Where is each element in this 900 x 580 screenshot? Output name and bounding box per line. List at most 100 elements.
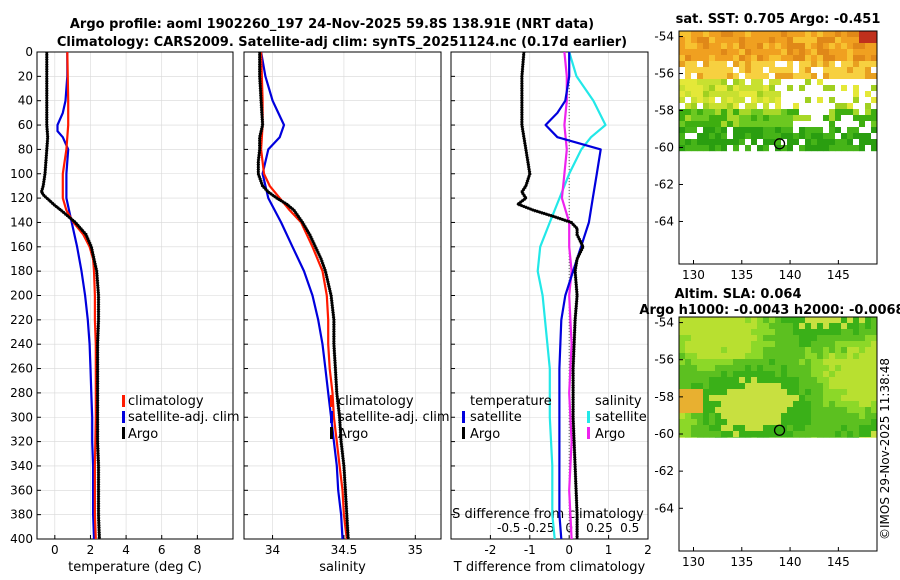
- heatmap-cell: [781, 55, 788, 62]
- heatmap-cell: [871, 67, 878, 74]
- heatmap-cell: [703, 139, 710, 146]
- heatmap-cell: [853, 407, 860, 414]
- heatmap-cell: [793, 395, 800, 402]
- difference-xlabel: T difference from climatology: [453, 560, 646, 575]
- heatmap-cell: [733, 395, 740, 402]
- heatmap-cell: [679, 103, 686, 110]
- heatmap-cell: [811, 31, 818, 38]
- heatmap-cell: [841, 121, 848, 128]
- heatmap-cell: [721, 121, 728, 128]
- heatmap-cell: [691, 413, 698, 420]
- heatmap-cell: [775, 103, 782, 110]
- heatmap-cell: [703, 431, 710, 438]
- heatmap-cell: [799, 61, 806, 68]
- heatmap-cell: [739, 395, 746, 402]
- heatmap-cell: [817, 55, 824, 62]
- heatmap-cell: [703, 43, 710, 50]
- heatmap-cell: [805, 109, 812, 116]
- heatmap-cell: [775, 67, 782, 74]
- heatmap-cell: [697, 79, 704, 86]
- heatmap-cell: [739, 115, 746, 122]
- heatmap-cell: [781, 109, 788, 116]
- heatmap-cell: [859, 335, 866, 342]
- heatmap-cell: [781, 419, 788, 426]
- heatmap-cell: [847, 37, 854, 44]
- heatmap-cell: [865, 419, 872, 426]
- heatmap-cell: [721, 413, 728, 420]
- heatmap-cell: [745, 359, 752, 366]
- heatmap-cell: [685, 371, 692, 378]
- heatmap-cell: [859, 79, 866, 86]
- heatmap-cell: [787, 377, 794, 384]
- heatmap-cell: [799, 37, 806, 44]
- heatmap-cell: [829, 73, 836, 80]
- heatmap-cell: [799, 395, 806, 402]
- heatmap-cell: [847, 377, 854, 384]
- heatmap-cell: [751, 139, 758, 146]
- heatmap-cell: [865, 323, 872, 330]
- heatmap-cell: [745, 109, 752, 116]
- heatmap-cell: [871, 85, 878, 92]
- heatmap-cell: [715, 395, 722, 402]
- heatmap-cell: [727, 109, 734, 116]
- heatmap-cell: [715, 353, 722, 360]
- legend-swatch-sal-satellite: [587, 411, 590, 423]
- heatmap-cell: [811, 371, 818, 378]
- heatmap-cell: [859, 341, 866, 348]
- heatmap-cell: [745, 43, 752, 50]
- heatmap-cell: [787, 61, 794, 68]
- heatmap-cell: [697, 61, 704, 68]
- heatmap-cell: [823, 139, 830, 146]
- heatmap-cell: [799, 359, 806, 366]
- heatmap-cell: [859, 383, 866, 390]
- heatmap-cell: [841, 323, 848, 330]
- heatmap-cell: [721, 49, 728, 56]
- heatmap-cell: [763, 353, 770, 360]
- legend-label-argo: Argo: [128, 427, 158, 442]
- heatmap-cell: [757, 431, 764, 438]
- heatmap-cell: [727, 359, 734, 366]
- heatmap-cell: [709, 61, 716, 68]
- heatmap-cell: [835, 55, 842, 62]
- heatmap-cell: [757, 341, 764, 348]
- heatmap-cell: [829, 43, 836, 50]
- heatmap-cell: [781, 37, 788, 44]
- heatmap-cell: [781, 115, 788, 122]
- heatmap-cell: [715, 377, 722, 384]
- heatmap-cell: [871, 109, 878, 116]
- heatmap-cell: [865, 133, 872, 140]
- heatmap-cell: [811, 139, 818, 146]
- heatmap-cell: [823, 73, 830, 80]
- heatmap-cell: [805, 389, 812, 396]
- heatmap-cell: [859, 61, 866, 68]
- heatmap-cell: [817, 341, 824, 348]
- heatmap-cell: [763, 329, 770, 336]
- heatmap-cell: [871, 31, 878, 38]
- heatmap-cell: [757, 335, 764, 342]
- heatmap-cell: [781, 127, 788, 134]
- heatmap-cell: [739, 103, 746, 110]
- heatmap-cell: [685, 127, 692, 134]
- heatmap-cell: [871, 97, 878, 104]
- heatmap-cell: [775, 317, 782, 324]
- heatmap-cell: [721, 329, 728, 336]
- heatmap-cell: [811, 55, 818, 62]
- heatmap-cell: [865, 353, 872, 360]
- heatmap-cell: [781, 359, 788, 366]
- heatmap-cell: [787, 329, 794, 336]
- heatmap-cell: [835, 425, 842, 432]
- legend-label-sal-satellite: satellite: [595, 410, 647, 425]
- heatmap-cell: [733, 437, 740, 438]
- heatmap-cell: [733, 73, 740, 80]
- heatmap-cell: [733, 79, 740, 86]
- heatmap-cell: [853, 49, 860, 56]
- heatmap-cell: [709, 97, 716, 104]
- heatmap-cell: [853, 133, 860, 140]
- heatmap-cell: [745, 425, 752, 432]
- heatmap-cell: [859, 395, 866, 402]
- heatmap-cell: [871, 431, 878, 438]
- heatmap-cell: [829, 377, 836, 384]
- heatmap-cell: [763, 139, 770, 146]
- heatmap-cell: [721, 85, 728, 92]
- heatmap-cell: [721, 115, 728, 122]
